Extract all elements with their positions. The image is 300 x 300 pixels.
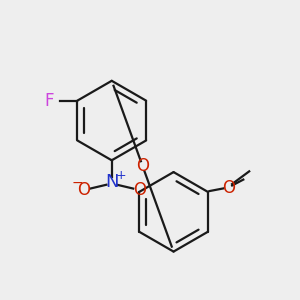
Text: F: F bbox=[44, 92, 54, 110]
Text: O: O bbox=[77, 181, 90, 199]
Text: +: + bbox=[116, 169, 127, 182]
Text: −: − bbox=[71, 176, 83, 189]
Text: O: O bbox=[136, 157, 149, 175]
Text: O: O bbox=[133, 181, 146, 199]
Text: O: O bbox=[222, 178, 235, 196]
Text: N: N bbox=[105, 173, 119, 191]
